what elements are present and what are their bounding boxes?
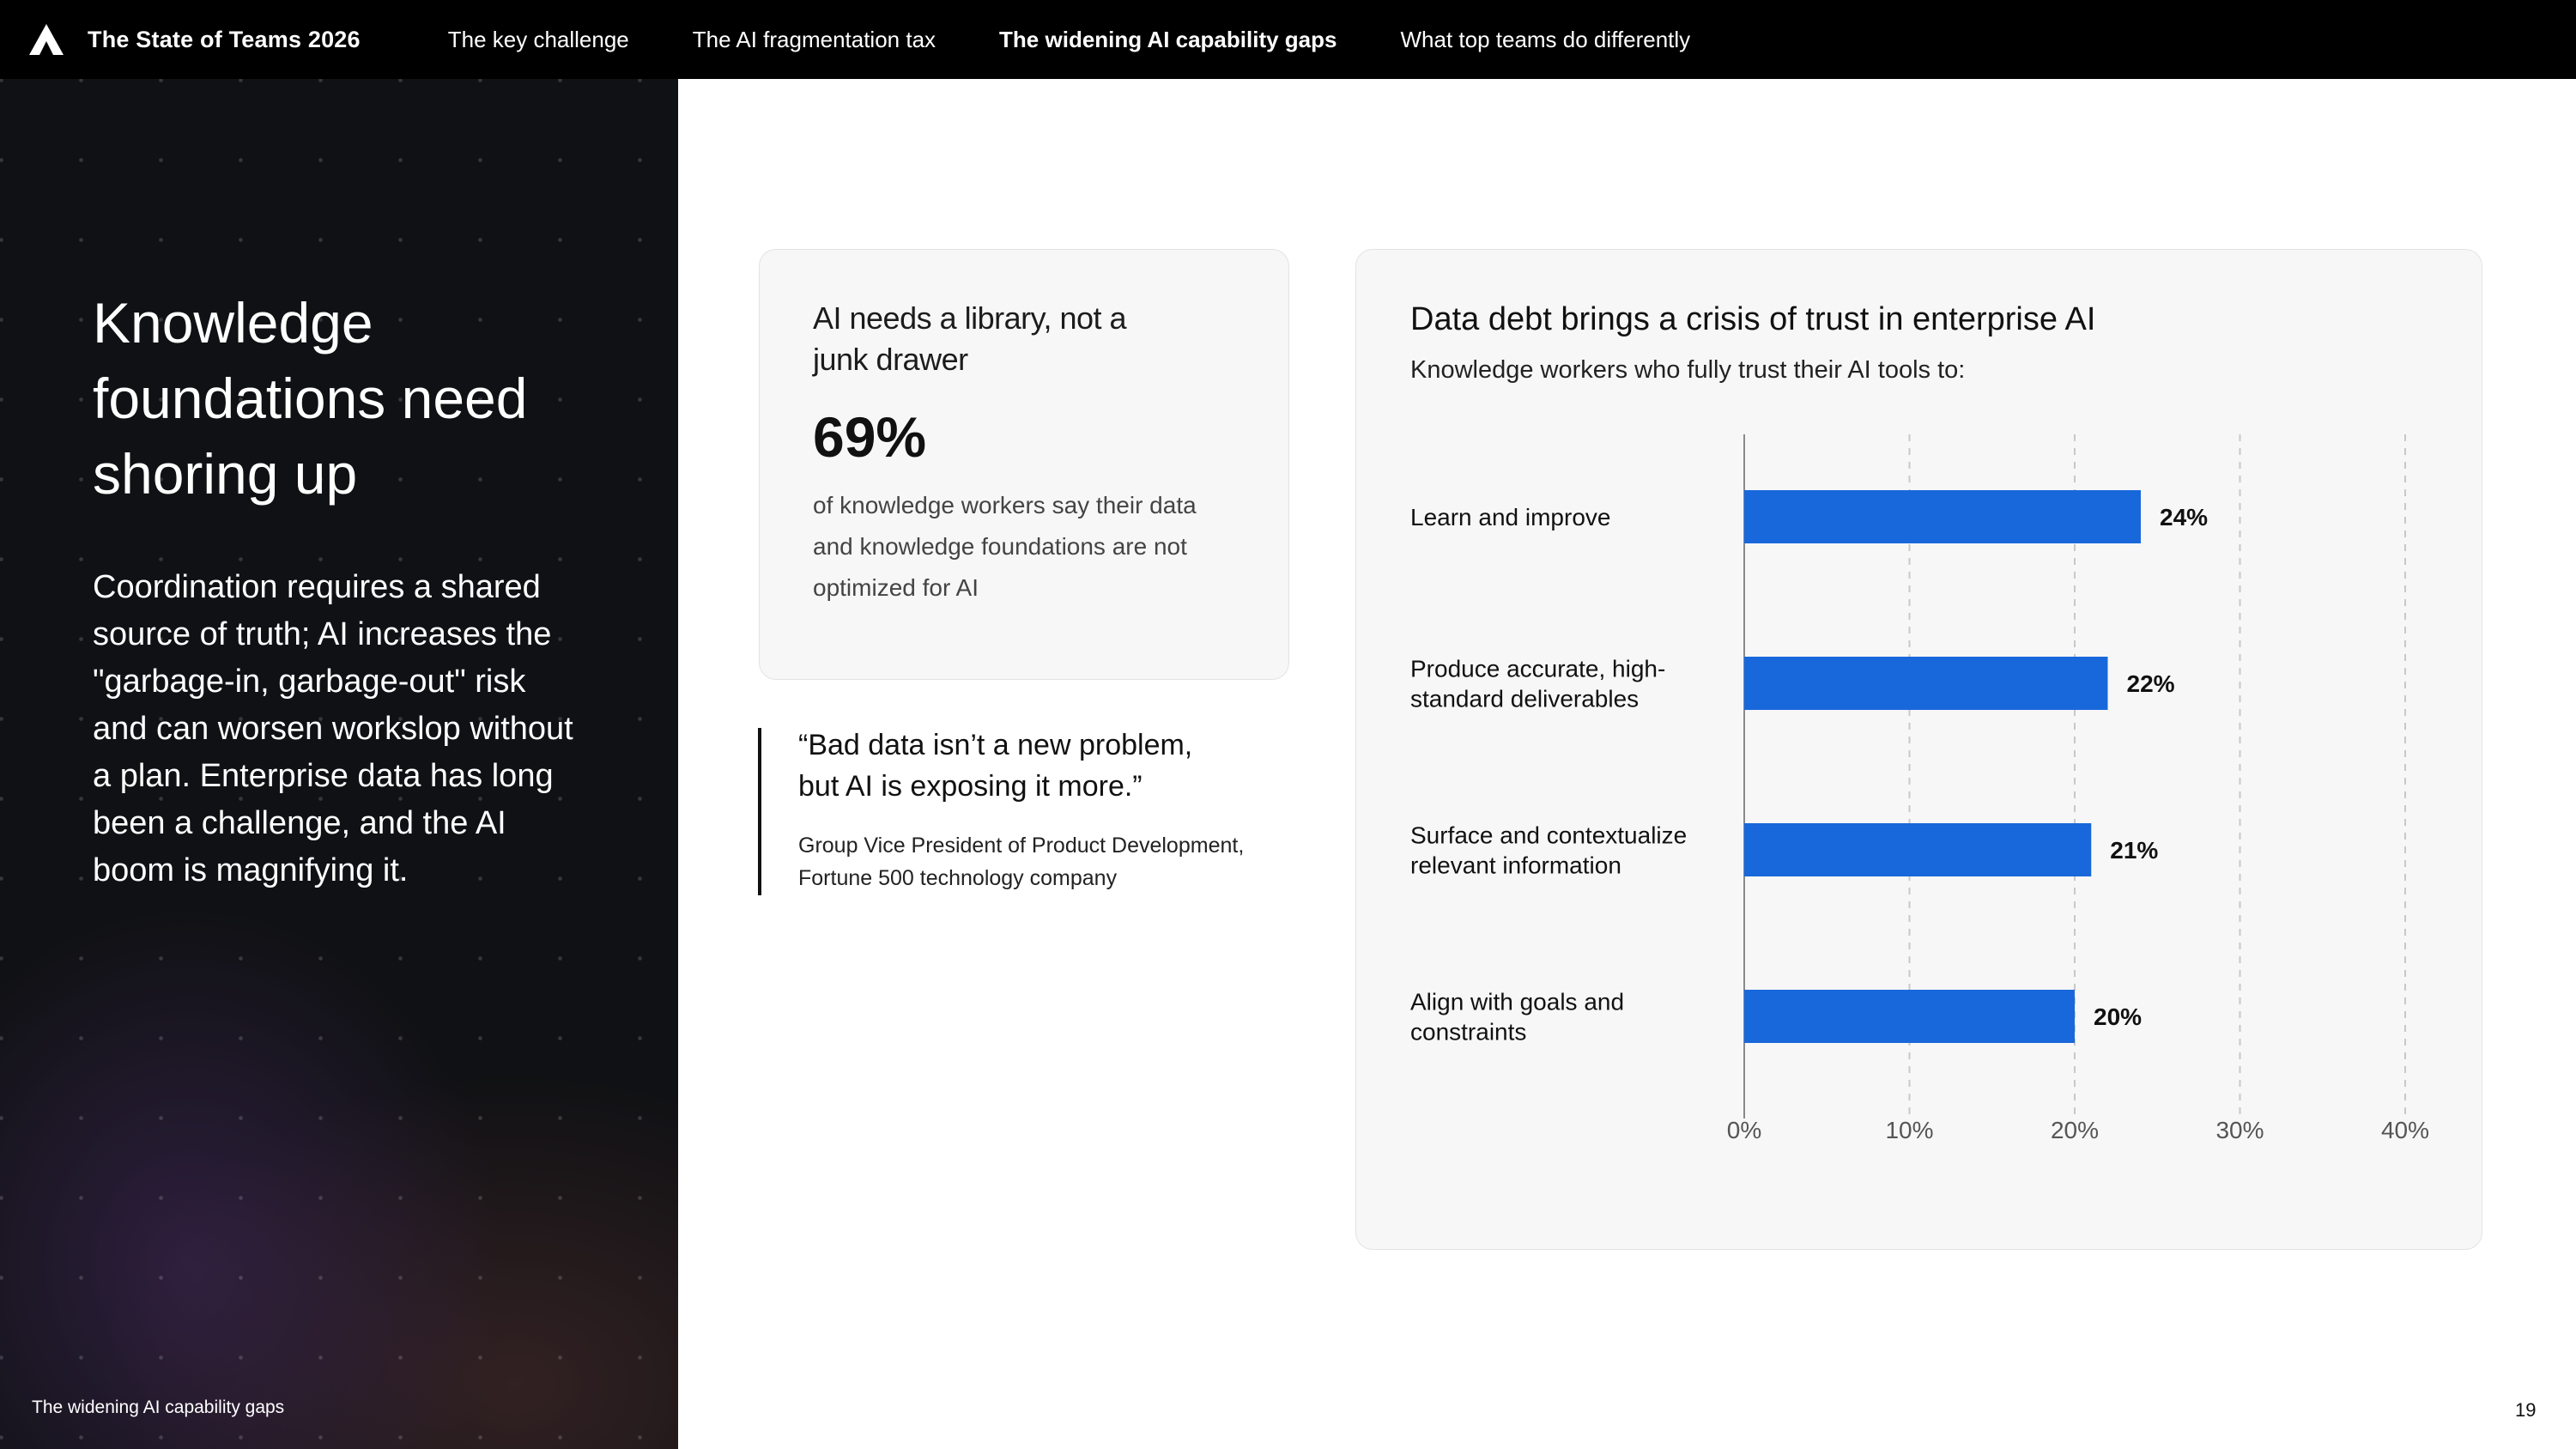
- section-body-text: Coordination requires a shared source of…: [93, 564, 642, 894]
- pull-quote-line: but AI is exposing it more.”: [798, 770, 1143, 803]
- chart-value-label: 20%: [2094, 1003, 2142, 1030]
- chart-category-label: Learn and improve: [1410, 504, 1610, 530]
- chart-bar: [1744, 490, 2141, 543]
- chart-category-label: Surface and contextualize relevant inform…: [1410, 822, 1687, 879]
- section-footer-label: The widening AI capability gaps: [32, 1397, 285, 1417]
- pull-quote: “Bad data isn’t a new problem, but AI is…: [798, 724, 1279, 807]
- stat-card: AI needs a library, not a junk drawer 69…: [759, 249, 1289, 680]
- chart-category-label: Produce accurate, high-standard delivera…: [1410, 656, 1665, 712]
- stat-card-title: AI needs a library, not a junk drawer: [813, 298, 1173, 380]
- triangle-logo-icon: [29, 24, 64, 55]
- body-line: and can worsen workslop without: [93, 711, 573, 747]
- chart-bar: [1744, 990, 2075, 1043]
- dot-grid-decoration: [0, 79, 678, 1449]
- stat-description-line: optimized for AI: [813, 574, 979, 601]
- chart-category-label-line: relevant information: [1410, 852, 1621, 879]
- body-line: a plan. Enterprise data has long: [93, 758, 554, 794]
- brand-title: The State of Teams 2026: [88, 26, 361, 52]
- chart-category-label-line: Learn and improve: [1410, 504, 1610, 530]
- page-number: 19: [2515, 1399, 2537, 1421]
- left-intro-panel: Knowledge foundations need shoring up Co…: [0, 79, 678, 1449]
- stat-title-line: AI needs a library, not a: [813, 300, 1127, 336]
- section-heading-line: foundations need: [93, 367, 528, 430]
- chart-category-label-line: Produce accurate, high-: [1410, 656, 1665, 682]
- stat-description: of knowledge workers say their data and …: [813, 485, 1259, 609]
- brand-link[interactable]: The State of Teams 2026: [27, 22, 361, 57]
- chart-value-label: 24%: [2160, 504, 2208, 530]
- body-line: source of truth; AI increases the: [93, 616, 552, 652]
- chart-category-label-line: constraints: [1410, 1019, 1526, 1046]
- chart-x-tick-label: 0%: [1727, 1117, 1761, 1143]
- quote-attribution: Group Vice President of Product Developm…: [798, 829, 1330, 894]
- section-heading: Knowledge foundations need shoring up: [93, 285, 642, 512]
- body-line: boom is magnifying it.: [93, 852, 409, 888]
- chart-x-tick-label: 10%: [1885, 1117, 1933, 1143]
- chart-bar: [1744, 657, 2108, 710]
- chart-category-label-line: Align with goals and: [1410, 989, 1624, 1016]
- chart-category-label-line: Surface and contextualize: [1410, 822, 1687, 849]
- pull-quote-line: “Bad data isn’t a new problem,: [798, 729, 1193, 761]
- quote-attribution-line: Fortune 500 technology company: [798, 866, 1118, 890]
- nav-item-what-top-teams-do-differently[interactable]: What top teams do differently: [1400, 26, 1691, 52]
- body-line: been a challenge, and the AI: [93, 805, 506, 841]
- section-heading-line: shoring up: [93, 442, 358, 506]
- quote-accent-bar: [758, 728, 761, 895]
- chart-value-label: 22%: [2127, 670, 2175, 697]
- chart-x-tick-label: 40%: [2381, 1117, 2429, 1143]
- section-nav: The key challenge The AI fragmentation t…: [448, 27, 1754, 53]
- stat-description-line: and knowledge foundations are not: [813, 533, 1187, 560]
- body-line: Coordination requires a shared: [93, 569, 541, 605]
- chart-subtitle: Knowledge workers who fully trust their …: [1410, 356, 1966, 384]
- nav-item-ai-fragmentation-tax[interactable]: The AI fragmentation tax: [692, 26, 936, 52]
- stat-value: 69%: [813, 405, 927, 469]
- chart-title: Data debt brings a crisis of trust in en…: [1410, 301, 2096, 337]
- body-line: "garbage-in, garbage-out" risk: [93, 664, 526, 700]
- chart-bar: [1744, 823, 2092, 876]
- section-heading-line: Knowledge: [93, 291, 373, 355]
- trust-bar-chart: 0% 10% 20% 30% 40% 24% Learn and improve 22% Pro…: [1410, 434, 2429, 1143]
- chart-x-tick-label: 20%: [2051, 1117, 2099, 1143]
- chart-x-tick-label: 30%: [2215, 1117, 2264, 1143]
- stat-description-line: of knowledge workers say their data: [813, 492, 1197, 518]
- chart-category-label-line: standard deliverables: [1410, 686, 1639, 712]
- chart-value-label: 21%: [2110, 837, 2158, 864]
- quote-attribution-line: Group Vice President of Product Developm…: [798, 834, 1245, 858]
- nav-item-key-challenge[interactable]: The key challenge: [447, 26, 629, 52]
- nav-item-widening-ai-capability-gaps[interactable]: The widening AI capability gaps: [999, 26, 1337, 52]
- chart-category-label: Align with goals and constraints: [1410, 989, 1624, 1046]
- stat-title-line: junk drawer: [813, 342, 968, 377]
- chart-card: Data debt brings a crisis of trust in en…: [1355, 249, 2482, 1250]
- top-navigation-bar: The State of Teams 2026 The key challeng…: [0, 0, 2576, 79]
